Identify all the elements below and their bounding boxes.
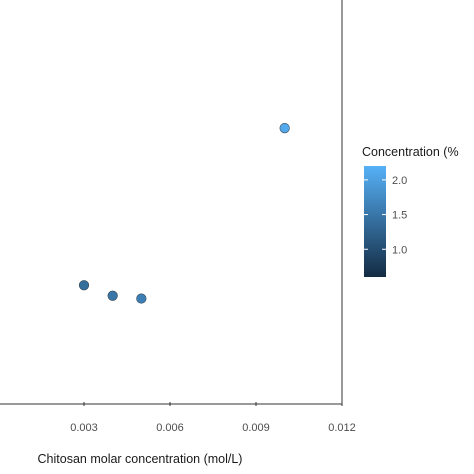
colorbar-tick-label: 1.0 bbox=[392, 244, 407, 256]
x-tick-label: 0.012 bbox=[328, 422, 356, 434]
colorbar-legend: Concentration (% 2.0 1.5 1.0 bbox=[362, 145, 459, 277]
colorbar-ticks: 2.0 1.5 1.0 bbox=[364, 175, 407, 256]
data-point bbox=[279, 122, 290, 134]
x-axis: 0.003 0.006 0.009 0.012 bbox=[70, 402, 356, 434]
data-point bbox=[78, 280, 90, 291]
x-axis-title: Chitosan molar concentration (mol/L) bbox=[38, 452, 243, 466]
data-point bbox=[136, 293, 147, 304]
data-points bbox=[78, 122, 290, 304]
x-tick-label: 0.009 bbox=[242, 422, 270, 434]
colorbar-gradient bbox=[364, 166, 386, 277]
x-tick-label: 0.003 bbox=[70, 422, 98, 434]
colorbar-tick-label: 1.5 bbox=[392, 210, 407, 222]
x-tick-label: 0.006 bbox=[156, 422, 184, 434]
data-point bbox=[107, 290, 118, 301]
plot-panel-border bbox=[0, 0, 343, 405]
colorbar-title: Concentration (% bbox=[362, 145, 459, 159]
colorbar-tick-label: 2.0 bbox=[392, 175, 407, 187]
